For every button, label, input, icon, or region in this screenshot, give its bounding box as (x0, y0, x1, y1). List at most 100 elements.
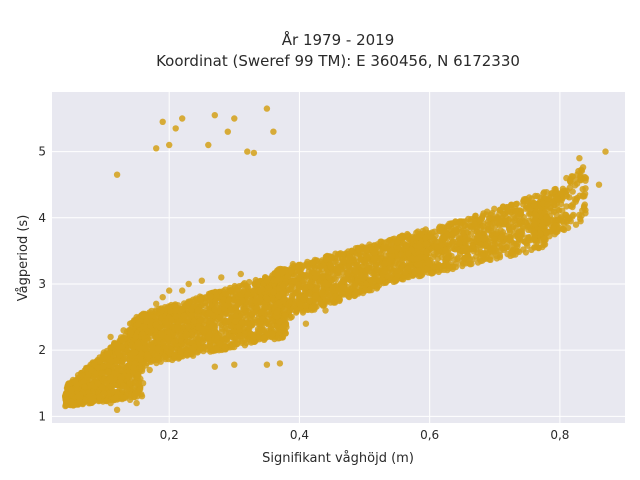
data-point (310, 269, 318, 276)
data-point (222, 317, 229, 324)
data-point (125, 373, 132, 380)
data-point (309, 259, 317, 266)
data-point (153, 359, 160, 367)
data-point (108, 357, 115, 365)
data-point (426, 233, 434, 240)
data-point (446, 220, 453, 227)
data-point (195, 306, 202, 314)
data-point (194, 335, 202, 342)
data-point (358, 272, 365, 279)
data-point (143, 318, 150, 325)
data-point (361, 287, 368, 294)
data-point (74, 371, 82, 379)
data-point (241, 280, 248, 287)
data-point (392, 259, 399, 267)
data-point (321, 298, 329, 305)
data-point (197, 316, 205, 324)
data-point (500, 246, 507, 254)
data-point (179, 287, 186, 294)
data-point (392, 276, 399, 284)
data-point (381, 268, 389, 275)
data-point (523, 240, 530, 247)
data-point (199, 339, 206, 346)
data-point (136, 385, 144, 393)
data-point (405, 273, 412, 281)
data-point (423, 248, 430, 256)
data-point (196, 347, 203, 354)
data-point (279, 290, 286, 297)
data-point (559, 185, 567, 192)
data-point (213, 345, 220, 353)
chart-title: År 1979 - 2019 (282, 30, 395, 49)
data-point (374, 266, 381, 273)
data-point (334, 255, 341, 262)
data-point (177, 332, 184, 339)
y-tick-label: 5 (38, 145, 46, 159)
data-point (263, 277, 271, 284)
data-point (525, 226, 532, 234)
data-point (363, 246, 370, 254)
data-point (325, 274, 333, 281)
data-point (288, 292, 296, 300)
data-point (274, 272, 281, 279)
data-point (580, 204, 588, 211)
data-point (247, 305, 254, 312)
data-point (62, 391, 70, 398)
data-point (394, 239, 401, 246)
data-point (559, 207, 566, 214)
data-point (286, 286, 293, 293)
data-point (91, 359, 98, 366)
data-point (568, 173, 575, 180)
data-point (543, 196, 550, 203)
data-point (291, 284, 298, 291)
data-point (65, 380, 73, 387)
data-point (505, 223, 513, 230)
data-point (388, 247, 396, 254)
data-point (153, 145, 160, 152)
data-point (416, 261, 423, 268)
data-point (428, 270, 435, 277)
data-point (208, 323, 215, 330)
data-point (132, 379, 139, 387)
data-point (205, 141, 212, 149)
data-point (469, 242, 476, 249)
data-point (281, 306, 288, 313)
data-point (312, 292, 319, 300)
data-point (340, 258, 347, 265)
data-point (146, 366, 153, 374)
data-point (415, 267, 422, 275)
data-point (119, 360, 126, 367)
data-point (540, 189, 548, 196)
data-point (154, 345, 162, 352)
data-point (426, 260, 433, 268)
data-point (345, 289, 352, 296)
data-point (537, 194, 544, 202)
data-point (505, 216, 512, 223)
data-point (377, 250, 384, 258)
data-point (533, 212, 540, 219)
data-point (436, 264, 444, 271)
data-point (484, 225, 492, 233)
data-point (238, 319, 246, 326)
data-point (92, 370, 99, 377)
data-point (159, 118, 166, 126)
chart-subtitle: Koordinat (Sweref 99 TM): E 360456, N 61… (156, 52, 520, 70)
data-point (260, 326, 268, 334)
data-point (94, 380, 101, 387)
data-point (300, 277, 308, 285)
data-point (160, 339, 167, 346)
data-point (135, 320, 142, 328)
data-point (189, 331, 196, 338)
data-point (207, 293, 214, 300)
data-point (362, 280, 370, 288)
data-point (273, 277, 280, 284)
data-point (365, 264, 372, 271)
data-point (212, 288, 219, 296)
data-point (429, 253, 437, 261)
data-point (508, 238, 515, 246)
data-point (225, 297, 232, 304)
data-point (107, 374, 115, 381)
data-point (493, 255, 500, 262)
data-point (118, 366, 125, 374)
data-point (459, 247, 466, 255)
